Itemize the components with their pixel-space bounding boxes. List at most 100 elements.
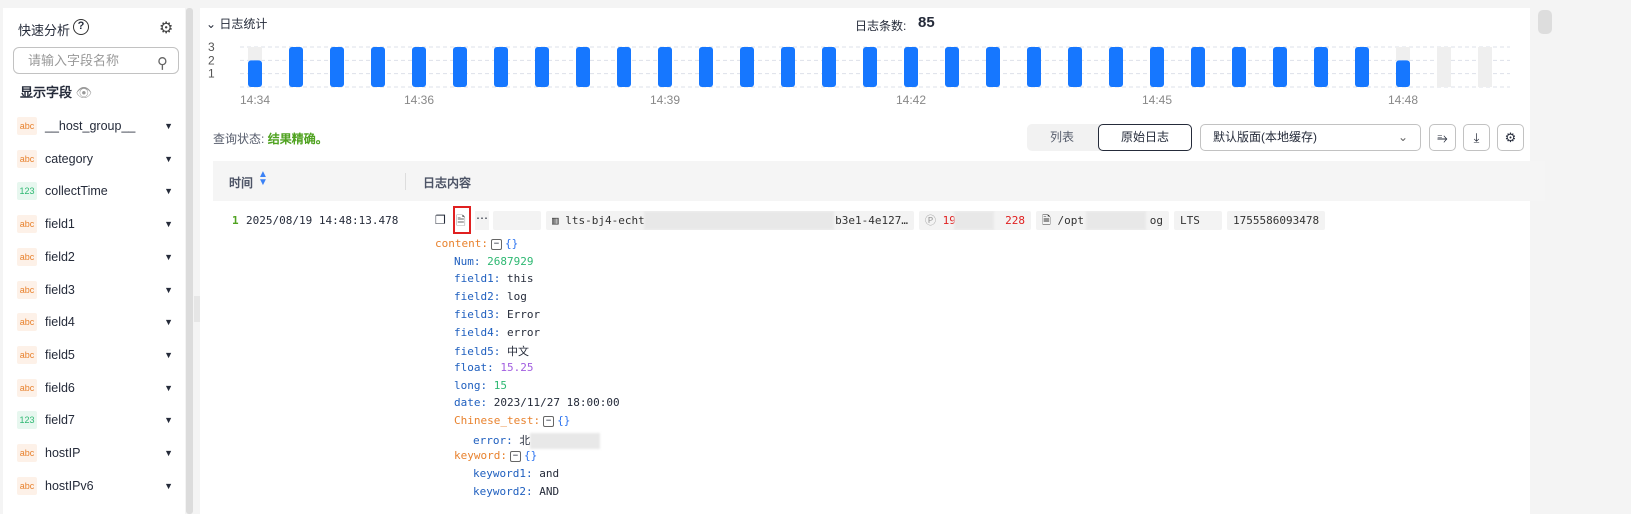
question-circle-icon[interactable]: ? xyxy=(73,19,89,35)
field-item[interactable]: abc field1 ▼ xyxy=(17,213,177,235)
caret-down-icon[interactable]: ▼ xyxy=(164,382,173,393)
histogram-bar[interactable] xyxy=(617,47,631,87)
caret-down-icon[interactable]: ▼ xyxy=(164,219,173,230)
histogram-bar[interactable] xyxy=(1027,47,1041,87)
histogram-bar[interactable] xyxy=(412,47,426,87)
field-item[interactable]: abc category ▼ xyxy=(17,148,177,170)
caret-down-icon[interactable]: ▼ xyxy=(164,415,173,426)
histogram-bar[interactable] xyxy=(1355,47,1369,87)
histogram-bar[interactable] xyxy=(330,47,344,87)
histogram-bar[interactable] xyxy=(248,60,262,87)
histogram-bar[interactable] xyxy=(535,47,549,87)
histogram-bar[interactable] xyxy=(1068,47,1082,87)
field-item[interactable]: abc field4 ▼ xyxy=(17,311,177,333)
field-item[interactable]: abc __host_group__ ▼ xyxy=(17,115,177,137)
field-value: AND xyxy=(539,484,560,498)
histogram-bar[interactable] xyxy=(1273,47,1287,87)
histogram-bar[interactable] xyxy=(986,47,1000,87)
collapse-sidebar-handle[interactable] xyxy=(194,296,204,322)
sidebar-scrollbar[interactable] xyxy=(186,8,193,514)
collapse-icon[interactable]: − xyxy=(543,415,555,427)
field-name: category xyxy=(45,151,93,166)
histogram-bar[interactable] xyxy=(1191,47,1205,87)
field-item[interactable]: abc field2 ▼ xyxy=(17,246,177,268)
field-key: field5 xyxy=(454,345,494,359)
settings-button[interactable]: ⚙ xyxy=(1497,124,1524,151)
column-time[interactable]: 时间 xyxy=(229,176,254,190)
histogram-bar[interactable] xyxy=(945,47,959,87)
log-stats-label: 日志统计 xyxy=(219,17,268,31)
field-search[interactable]: ⚲ xyxy=(13,47,179,74)
histogram-bar[interactable] xyxy=(699,47,713,87)
layout-select[interactable]: 默认版面(本地缓存) ⌄ xyxy=(1200,124,1421,151)
histogram-bar[interactable] xyxy=(453,47,467,87)
collapse-icon[interactable]: − xyxy=(490,238,502,250)
field-item[interactable]: abc field6 ▼ xyxy=(17,377,177,399)
more-icon[interactable]: ⋯ xyxy=(475,211,489,230)
histogram-bar[interactable] xyxy=(494,47,508,87)
field-item[interactable]: abc field3 ▼ xyxy=(17,279,177,301)
histogram-bar[interactable] xyxy=(904,47,918,87)
bar-background xyxy=(1437,47,1451,87)
histogram-bar[interactable] xyxy=(1150,47,1164,87)
field-item[interactable]: abc hostIPv6 ▼ xyxy=(17,475,177,497)
caret-down-icon[interactable]: ▼ xyxy=(164,349,173,360)
histogram-bar[interactable] xyxy=(740,47,754,87)
log-tag-timestamp[interactable]: 1755586093478 xyxy=(1227,211,1325,230)
log-field-line: field1: this xyxy=(454,272,534,286)
caret-down-icon[interactable]: ▼ xyxy=(164,480,173,491)
wrap-button[interactable]: ⥱ xyxy=(1429,124,1456,151)
field-item[interactable]: 123 collectTime ▼ xyxy=(17,180,177,202)
eye-off-icon[interactable]: 👁 xyxy=(75,85,93,100)
histogram-bar[interactable] xyxy=(863,47,877,87)
x-tick-label: 14:39 xyxy=(650,93,680,107)
log-tag-ip[interactable]: Ⓟ 19 228 xyxy=(919,211,1031,230)
histogram-bar[interactable] xyxy=(371,47,385,87)
log-field-line: field2: log xyxy=(454,290,527,304)
field-item[interactable]: abc hostIP ▼ xyxy=(17,442,177,464)
field-search-input[interactable] xyxy=(28,53,148,68)
field-type-badge: 123 xyxy=(17,182,37,201)
bar-background xyxy=(1396,47,1410,61)
tab-list[interactable]: 列表 xyxy=(1049,130,1074,144)
histogram-bar[interactable] xyxy=(1232,47,1246,87)
caret-down-icon[interactable]: ▼ xyxy=(164,448,173,458)
view-toggle: 列表 原始日志 xyxy=(1027,124,1192,151)
collapse-icon[interactable]: − xyxy=(509,450,521,462)
histogram-bar[interactable] xyxy=(576,47,590,87)
field-name: field6 xyxy=(45,380,75,395)
caret-down-icon[interactable]: ▼ xyxy=(164,186,173,197)
caret-down-icon[interactable]: ▼ xyxy=(164,121,173,131)
gear-icon[interactable]: ⚙ xyxy=(159,20,174,37)
log-stats-toggle[interactable]: ⌄ 日志统计 xyxy=(206,15,267,32)
caret-down-icon[interactable]: ▼ xyxy=(164,317,173,328)
caret-down-icon[interactable]: ▼ xyxy=(164,251,173,262)
download-button[interactable]: ⤓ xyxy=(1463,124,1490,151)
field-item[interactable]: abc field5 ▼ xyxy=(17,344,177,366)
caret-down-icon[interactable]: ▼ xyxy=(164,153,173,164)
view-context-icon[interactable]: 🗎 xyxy=(456,214,466,228)
log-field-line: field4: error xyxy=(454,325,541,339)
copy-icon[interactable]: ❐ xyxy=(435,213,446,227)
row-index: 1 xyxy=(232,214,239,227)
table-header: 时间 ▲ ▼ 日志内容 xyxy=(213,161,1545,201)
log-field-line: date: 2023/11/27 18:00:00 xyxy=(454,396,620,410)
log-tag-stream[interactable]: ▥ lts-bj4-echt b3e1-4e127… xyxy=(546,211,914,230)
caret-down-icon[interactable]: ▼ xyxy=(164,284,173,295)
vertical-scrollbar[interactable] xyxy=(1538,10,1552,34)
histogram-bar[interactable] xyxy=(1109,47,1123,87)
search-icon[interactable]: ⚲ xyxy=(157,55,168,72)
sort-icon[interactable]: ▲ ▼ xyxy=(258,169,268,188)
histogram-bar[interactable] xyxy=(289,47,303,87)
histogram-bar[interactable] xyxy=(1396,60,1410,87)
log-tag-empty[interactable] xyxy=(493,211,541,230)
histogram-bar[interactable] xyxy=(822,47,836,87)
field-item[interactable]: 123 field7 ▼ xyxy=(17,409,177,431)
tab-raw-log[interactable]: 原始日志 xyxy=(1098,124,1192,151)
histogram-bar[interactable] xyxy=(781,47,795,87)
histogram-bar[interactable] xyxy=(658,47,672,87)
redacted xyxy=(644,211,834,230)
log-tag-source[interactable]: LTS xyxy=(1174,211,1222,230)
log-tag-path[interactable]: 🗎 /opt og xyxy=(1036,211,1169,230)
histogram-bar[interactable] xyxy=(1314,47,1328,87)
